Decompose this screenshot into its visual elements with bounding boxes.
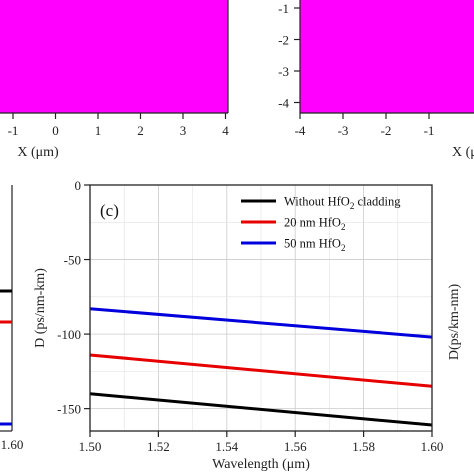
axis-ticks: 1.50 1.52 1.54 1.56 1.58 1.60 0 -50 -100 -150 bbox=[57, 178, 443, 454]
top-left-field-map bbox=[0, 0, 228, 113]
top-right-x-tick: -2 bbox=[381, 123, 392, 138]
y-tick-label: -50 bbox=[64, 253, 81, 268]
top-right-y-tick: -3 bbox=[278, 64, 289, 79]
dispersion-chart: 1.50 1.52 1.54 1.56 1.58 1.60 0 -50 -100 -150 (c)… bbox=[33, 178, 462, 472]
series-line-2 bbox=[89, 353, 433, 388]
legend: Without HfO2 cladding 20 nm HfO2 50 nm HfO… bbox=[241, 195, 401, 254]
series-line-3 bbox=[89, 307, 433, 339]
top-right-field-map bbox=[300, 0, 474, 113]
x-tick-label: 1.52 bbox=[147, 439, 170, 454]
plot-frame bbox=[89, 184, 433, 432]
top-right-x-tick: -3 bbox=[338, 123, 349, 138]
y-tick-label: -150 bbox=[57, 402, 81, 417]
top-right-y-tick: -4 bbox=[278, 96, 289, 111]
x-axis-label: Wavelength (μm) bbox=[212, 457, 310, 472]
top-left-x-tick: 1 bbox=[95, 123, 102, 138]
top-left-x-tick: 3 bbox=[180, 123, 187, 138]
y-axis-label: D (ps/nm-km) bbox=[33, 268, 48, 348]
x-tick-label: 1.50 bbox=[79, 439, 102, 454]
x-tick-label: 1.58 bbox=[352, 439, 375, 454]
legend-label: Without HfO2 cladding bbox=[284, 195, 401, 212]
x-tick-label: 1.60 bbox=[421, 439, 444, 454]
top-left-panel: -1 0 1 2 3 4 X (μm) bbox=[0, 0, 229, 160]
top-right-y-tick: -1 bbox=[278, 1, 289, 16]
top-left-xlabel: X (μm) bbox=[17, 145, 59, 160]
legend-label: 50 nm HfO2 bbox=[284, 237, 345, 254]
top-left-x-tick: -1 bbox=[8, 123, 19, 138]
top-right-x-tick: -1 bbox=[424, 123, 435, 138]
top-right-x-tick: -4 bbox=[295, 123, 306, 138]
y-tick-label: 0 bbox=[75, 178, 82, 193]
top-left-x-tick: 0 bbox=[52, 123, 59, 138]
x-tick-label: 1.54 bbox=[215, 439, 238, 454]
bottom-left-panel: 1.60 bbox=[0, 185, 23, 452]
series-line-1 bbox=[89, 392, 433, 427]
top-left-x-tick: 4 bbox=[222, 123, 229, 138]
top-right-y-tick: -2 bbox=[278, 33, 289, 48]
panel-label: (c) bbox=[100, 201, 119, 220]
top-right-xlabel: X (μ bbox=[452, 145, 474, 160]
top-left-x-tick: 2 bbox=[137, 123, 144, 138]
right-y-axis-label: D(ps/km-nm) bbox=[447, 284, 462, 361]
series-lines bbox=[89, 307, 433, 427]
x-tick-label: 1.56 bbox=[284, 439, 307, 454]
top-right-panel: -4 -3 -2 -1 -1 -2 -3 -4 X (μ bbox=[278, 0, 474, 160]
bottom-left-x-tick: 1.60 bbox=[1, 437, 24, 452]
legend-label: 20 nm HfO2 bbox=[284, 216, 345, 233]
y-tick-label: -100 bbox=[57, 327, 81, 342]
